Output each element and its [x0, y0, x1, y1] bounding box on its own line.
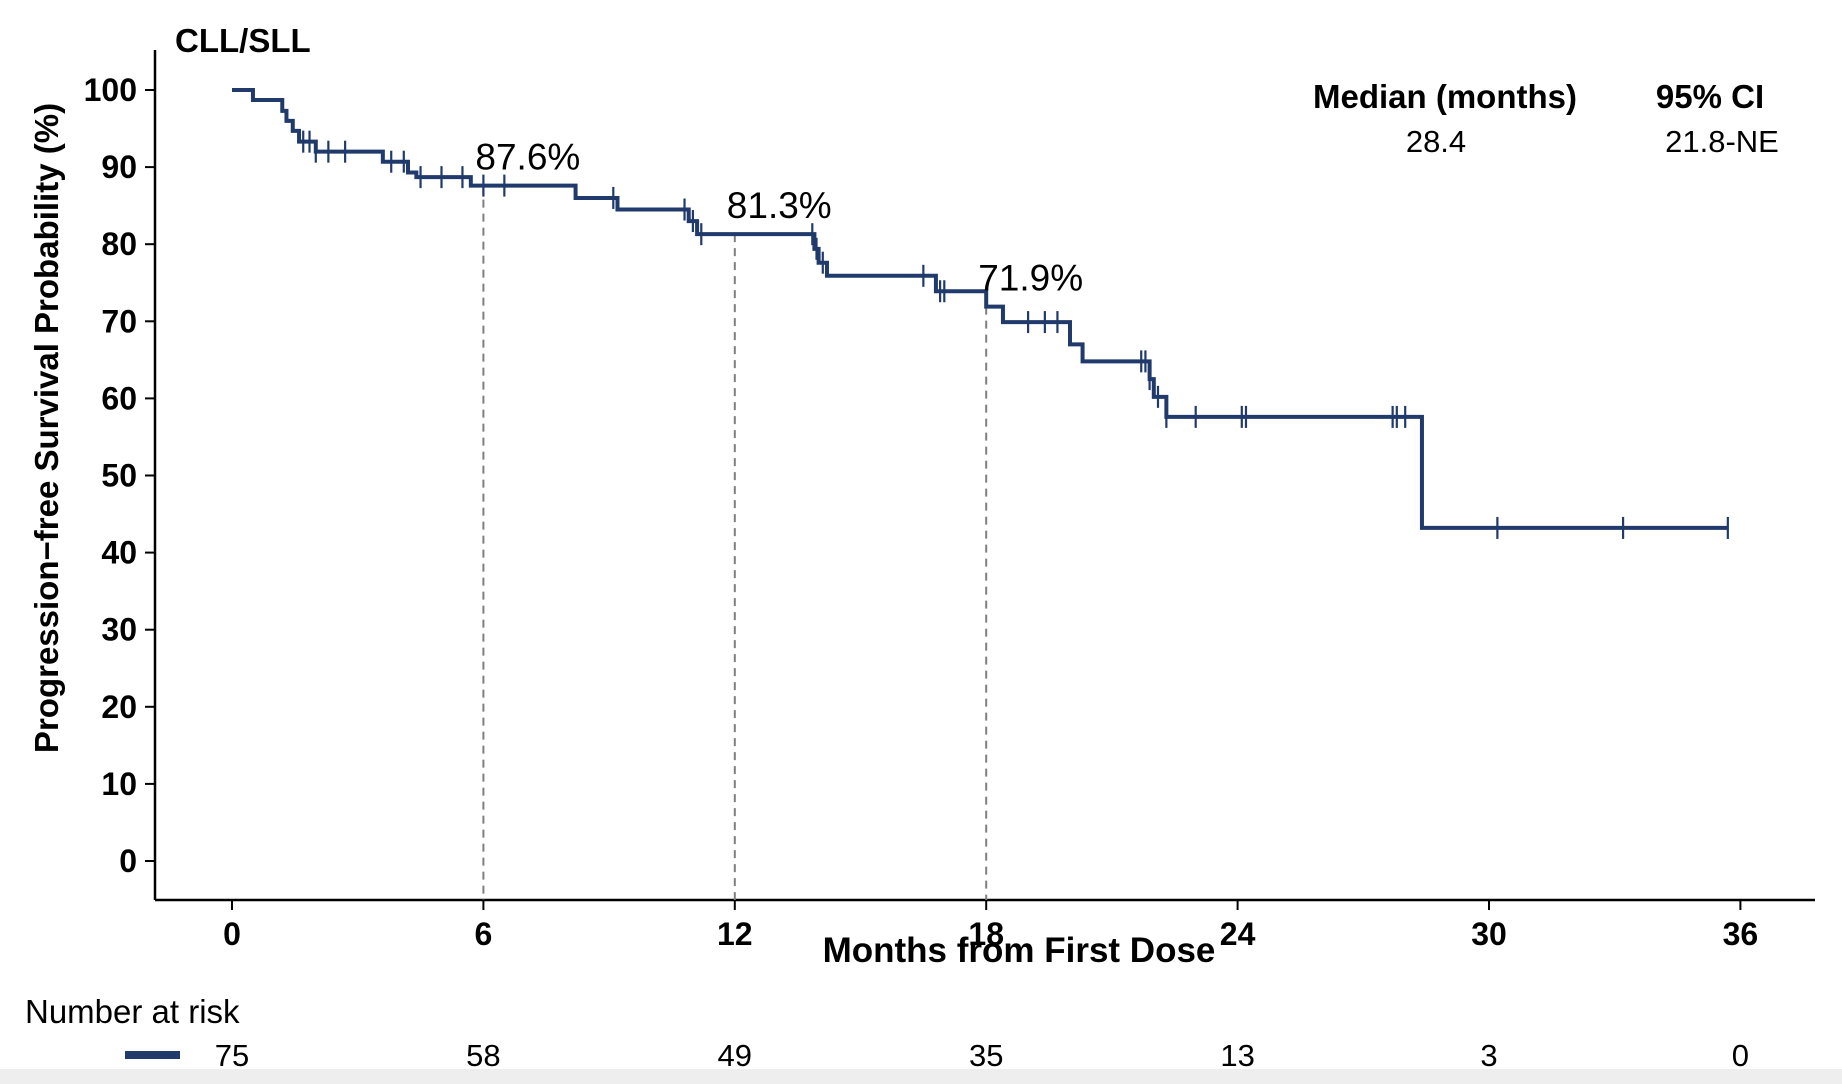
y-tick-label: 50 — [101, 458, 137, 494]
bottom-band — [0, 1069, 1842, 1084]
median-header: Median (months) — [1313, 78, 1577, 115]
survival-curve — [232, 88, 1728, 530]
risk-values: 75 58 49 35 13 3 0 — [215, 1038, 1749, 1073]
risk-table-title: Number at risk — [25, 993, 240, 1030]
ci-value: 21.8-NE — [1665, 124, 1779, 159]
risk-value: 49 — [718, 1038, 752, 1073]
x-tick-label: 18 — [968, 916, 1004, 952]
risk-table: Number at risk 75 58 49 35 13 3 0 — [25, 993, 1749, 1073]
x-axis-ticks: 0 6 12 18 24 30 36 — [223, 900, 1758, 952]
axes — [153, 50, 1815, 902]
y-tick-label: 90 — [101, 149, 137, 185]
panel-label: CLL/SLL — [175, 22, 311, 59]
x-tick-label: 30 — [1471, 916, 1507, 952]
y-axis-ticks: 0 10 20 30 40 50 60 70 80 90 100 — [84, 72, 155, 879]
risk-value: 0 — [1732, 1038, 1749, 1073]
x-axis-label: Months from First Dose — [823, 931, 1216, 970]
median-value: 28.4 — [1406, 124, 1466, 159]
landmark-label: 81.3% — [727, 185, 832, 226]
survival-curve-path — [232, 88, 1728, 530]
risk-value: 35 — [969, 1038, 1003, 1073]
summary-table: Median (months) 95% CI 28.4 21.8-NE — [1313, 78, 1779, 159]
ci-header: 95% CI — [1656, 78, 1764, 115]
y-tick-label: 80 — [101, 226, 137, 262]
risk-value: 13 — [1220, 1038, 1254, 1073]
y-tick-label: 0 — [119, 843, 137, 879]
landmark-label: 71.9% — [978, 258, 1083, 299]
y-tick-label: 40 — [101, 535, 137, 571]
x-tick-label: 24 — [1220, 916, 1256, 952]
y-tick-label: 30 — [101, 612, 137, 648]
y-tick-label: 20 — [101, 689, 137, 725]
y-tick-label: 70 — [101, 303, 137, 339]
risk-value: 58 — [466, 1038, 500, 1073]
censor-marks — [302, 130, 1729, 539]
x-tick-label: 36 — [1723, 916, 1759, 952]
y-tick-label: 100 — [84, 72, 137, 108]
landmark-label: 87.6% — [475, 137, 580, 178]
x-tick-label: 12 — [717, 916, 753, 952]
risk-value: 3 — [1480, 1038, 1497, 1073]
y-tick-label: 60 — [101, 380, 137, 416]
x-tick-label: 0 — [223, 916, 241, 952]
risk-value: 75 — [215, 1038, 249, 1073]
landmark-annotations: 87.6% 81.3% 71.9% — [475, 137, 1083, 299]
y-tick-label: 10 — [101, 766, 137, 802]
x-tick-label: 6 — [475, 916, 493, 952]
y-axis-label: Progression−free Survival Probability (%… — [28, 103, 65, 753]
reference-lines — [482, 185, 988, 900]
